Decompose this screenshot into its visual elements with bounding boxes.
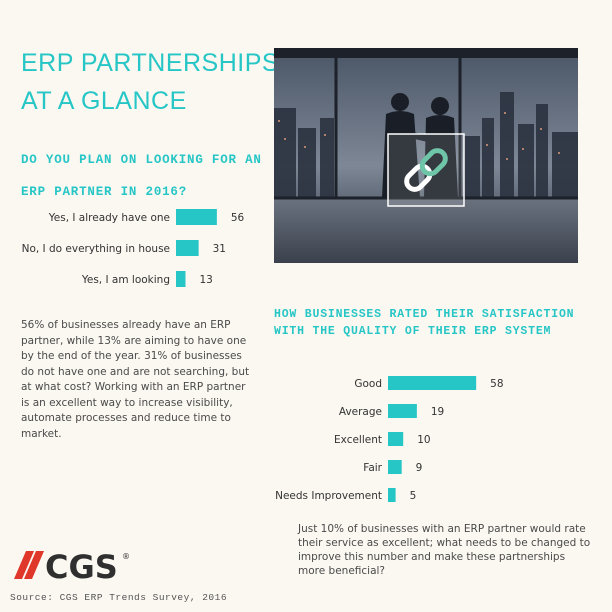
category-label: Excellent bbox=[334, 434, 382, 446]
value-label: 58 bbox=[490, 378, 503, 390]
value-label: 10 bbox=[417, 434, 430, 446]
category-label: No, I do everything in house bbox=[22, 243, 170, 255]
category-label: Yes, I already have one bbox=[48, 212, 170, 224]
value-label: 13 bbox=[199, 274, 212, 286]
bar bbox=[176, 209, 217, 225]
bar bbox=[388, 488, 396, 502]
registered-mark: ® bbox=[122, 552, 130, 561]
category-label: Fair bbox=[363, 462, 382, 474]
chart2-question-line1: HOW BUSINESSES RATED THEIR SATISFACTION bbox=[274, 308, 575, 321]
cgs-logo-text: CGS bbox=[45, 548, 118, 583]
chart1-question-line1: DO YOU PLAN ON LOOKING FOR AN bbox=[21, 153, 262, 167]
bar bbox=[176, 271, 186, 287]
source-citation: Source: CGS ERP Trends Survey, 2016 bbox=[10, 592, 228, 603]
cgs-logo: CGS ® bbox=[14, 548, 130, 583]
chart1-question: DO YOU PLAN ON LOOKING FOR AN ERP PARTNE… bbox=[21, 144, 271, 208]
chart1-question-line2: ERP PARTNER IN 2016? bbox=[21, 185, 188, 199]
category-label: Average bbox=[339, 406, 382, 418]
bar bbox=[388, 404, 417, 418]
bar bbox=[388, 432, 404, 446]
partnership-photo bbox=[274, 48, 578, 263]
chain-link-icon bbox=[404, 148, 448, 192]
chart1-summary-text: 56% of businesses already have an ERP pa… bbox=[21, 319, 250, 440]
category-label: Needs Improvement bbox=[275, 490, 382, 502]
value-label: 9 bbox=[416, 462, 423, 474]
chart2-question: HOW BUSINESSES RATED THEIR SATISFACTION … bbox=[274, 306, 594, 340]
page-title: ERP PARTNERSHIPS: AT A GLANCE bbox=[21, 44, 287, 120]
cgs-logo-mark bbox=[14, 551, 44, 579]
value-label: 5 bbox=[410, 490, 417, 502]
plans-bar-chart: Yes, I already have one 56 No, I do everyt… bbox=[22, 209, 245, 287]
bar bbox=[388, 376, 477, 390]
bar bbox=[388, 460, 402, 474]
page-title-line1: ERP PARTNERSHIPS: bbox=[21, 49, 287, 77]
chart2-question-line2: WITH THE QUALITY OF THEIR ERP SYSTEM bbox=[274, 325, 552, 338]
value-label: 31 bbox=[213, 243, 226, 255]
category-label: Yes, I am looking bbox=[81, 274, 170, 286]
city-handshake-image bbox=[274, 48, 578, 263]
satisfaction-bar-chart: Good 58 Average 19 Excellent 10 Fair 9 Needs Imp… bbox=[275, 376, 504, 502]
page-title-line2: AT A GLANCE bbox=[21, 87, 187, 115]
value-label: 19 bbox=[431, 406, 444, 418]
chart2-summary-text: Just 10% of businesses with an ERP partn… bbox=[298, 523, 591, 577]
category-label: Good bbox=[354, 378, 382, 390]
bar bbox=[176, 240, 199, 256]
value-label: 56 bbox=[231, 212, 245, 224]
